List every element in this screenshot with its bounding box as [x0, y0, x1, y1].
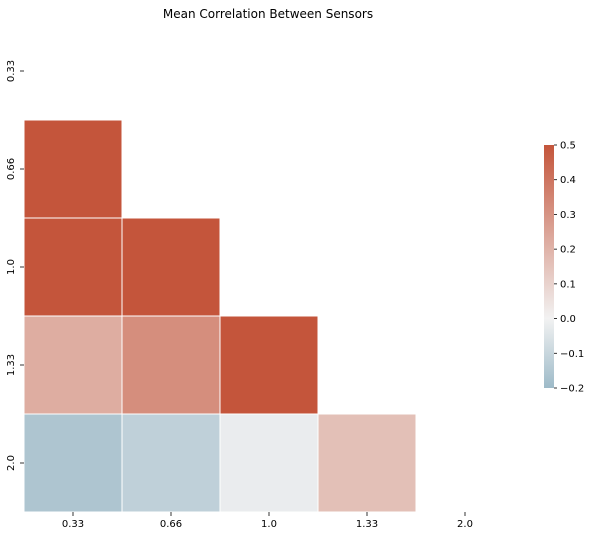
y-tick-label: 0.66 — [6, 158, 17, 180]
colorbar-gradient — [544, 145, 554, 388]
heatmap-cell-r2-c0 — [23, 217, 123, 317]
colorbar-tick-label: 0.5 — [560, 141, 576, 152]
y-axis: 0.33 0.66 1.0 1.33 2.0 — [6, 60, 24, 471]
y-tick-label: 1.33 — [6, 354, 17, 376]
heatmap-cell-r4-c1 — [121, 413, 221, 513]
colorbar: 0.5 0.4 0.3 0.2 0.1 0.0 −0.1 −0.2 — [544, 141, 584, 395]
heatmap-cell-r3-c1 — [121, 315, 221, 415]
heatmap-cell-r3-c0 — [23, 315, 123, 415]
heatmap-cell-r4-c3 — [317, 413, 417, 513]
colorbar-tick-label: 0.3 — [560, 210, 576, 221]
x-tick-label: 0.66 — [160, 519, 182, 530]
heatmap-cell-r4-c2 — [219, 413, 319, 513]
x-tick-label: 1.0 — [261, 519, 277, 530]
colorbar-tick-label: 0.1 — [560, 279, 576, 290]
heatmap-cells — [23, 119, 417, 513]
heatmap-cell-r4-c0 — [23, 413, 123, 513]
y-tick-label: 0.33 — [6, 60, 17, 82]
y-tick-label: 1.0 — [6, 259, 17, 275]
x-axis: 0.33 0.66 1.0 1.33 2.0 — [62, 512, 473, 530]
y-tick-label: 2.0 — [6, 455, 17, 471]
heatmap-cell-r2-c1 — [121, 217, 221, 317]
colorbar-tick-label: −0.1 — [560, 349, 584, 360]
x-tick-label: 1.33 — [356, 519, 378, 530]
heatmap-cell-r1-c0 — [23, 119, 123, 219]
x-tick-label: 0.33 — [62, 519, 84, 530]
colorbar-tick-label: 0.2 — [560, 245, 576, 256]
heatmap-cell-r3-c2 — [219, 315, 319, 415]
chart-title: Mean Correlation Between Sensors — [163, 7, 373, 21]
colorbar-tick-label: 0.4 — [560, 175, 576, 186]
colorbar-tick-label: 0.0 — [560, 314, 576, 325]
x-tick-label: 2.0 — [457, 519, 473, 530]
colorbar-tick-label: −0.2 — [560, 384, 584, 395]
